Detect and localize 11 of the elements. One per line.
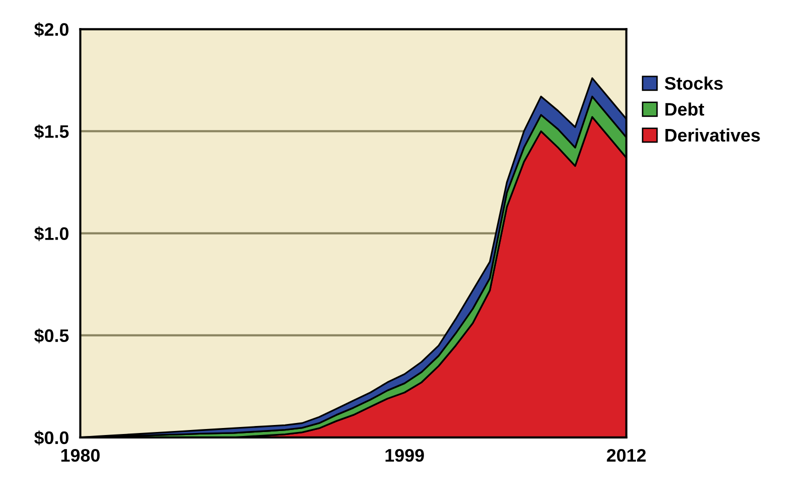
y-tick-label: $2.0 (34, 22, 68, 38)
y-tick-label: $0.0 (34, 430, 68, 446)
y-tick-label: $1.5 (34, 124, 69, 140)
x-tick-label: 1999 (386, 448, 424, 462)
x-tick-label: 2012 (606, 448, 646, 462)
legend-label: Stocks (664, 76, 723, 90)
legend-label: Derivatives (665, 128, 760, 142)
y-tick-label: $1.0 (34, 226, 68, 242)
legend-label: Debt (665, 102, 704, 116)
y-tick-label: $0.5 (34, 328, 69, 344)
x-tick-label: 1980 (61, 448, 100, 462)
